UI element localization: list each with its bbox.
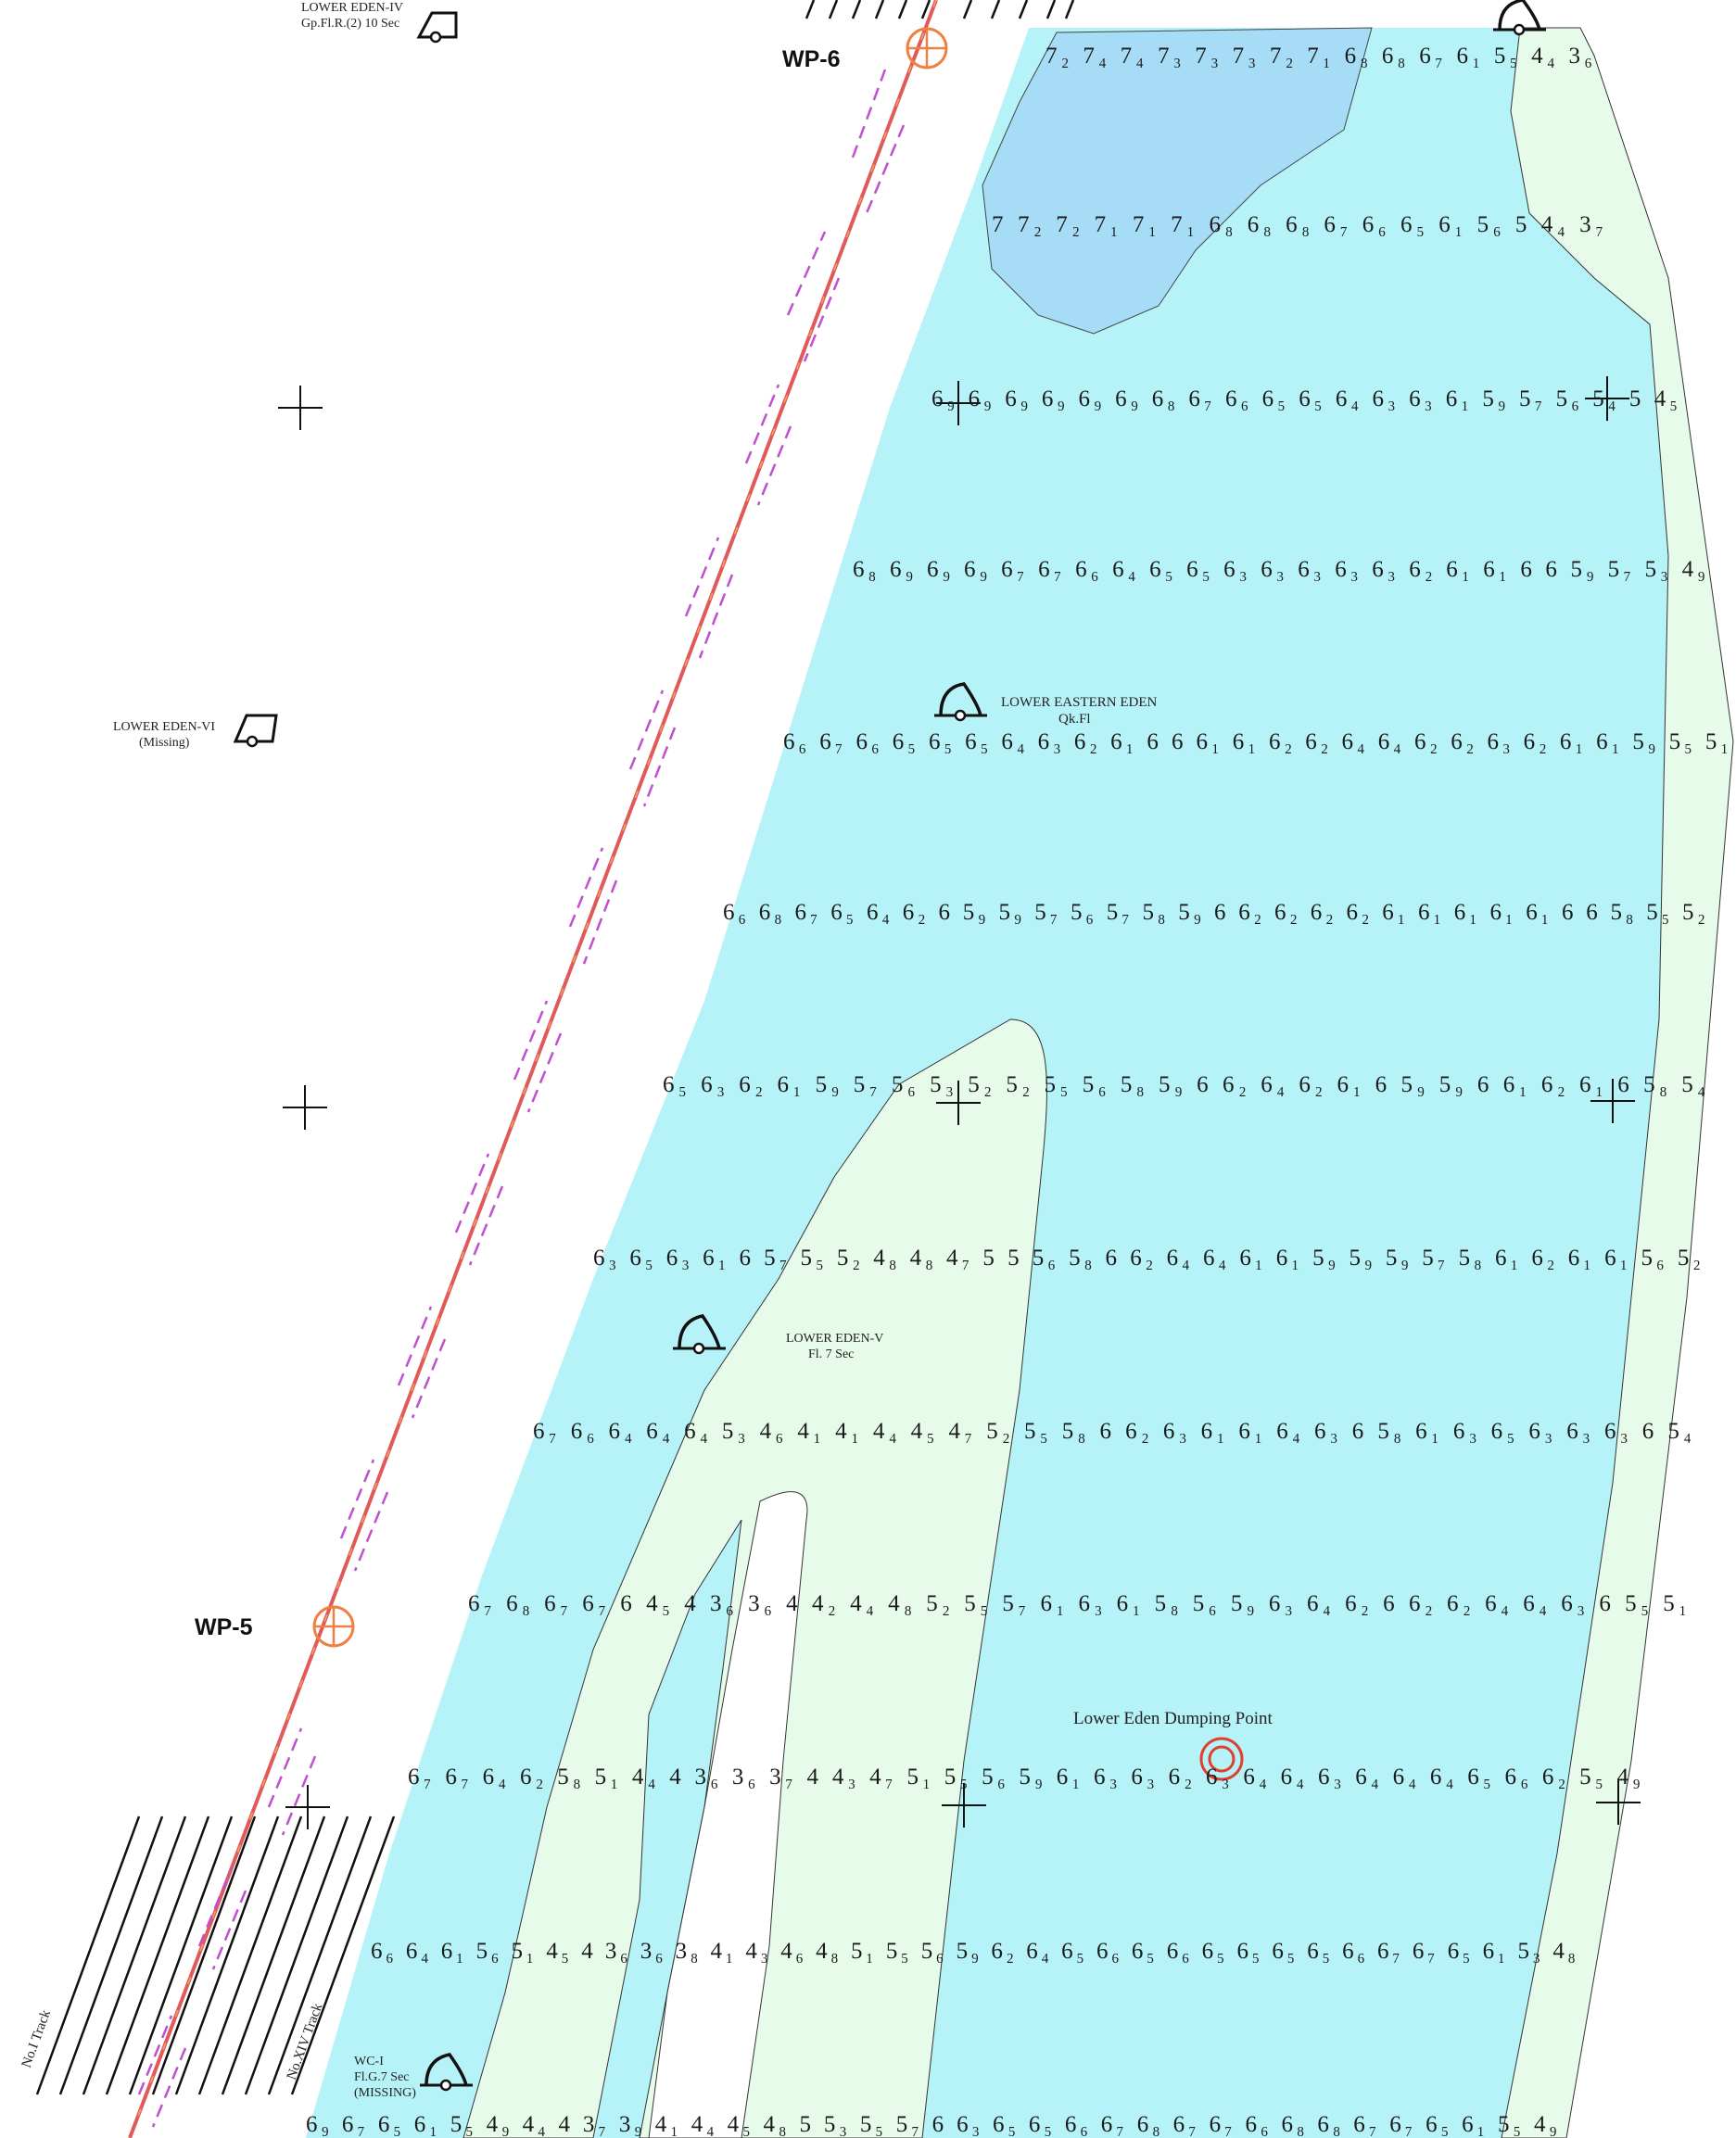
dump-point-icon	[1199, 1737, 1244, 1781]
buoy-light: Gp.Fl.R.(2) 10 Sec	[301, 17, 399, 31]
buoy-light: Qk.Fl	[1058, 712, 1091, 727]
survey-crosses	[278, 376, 1641, 1829]
buoy-name: LOWER EASTERN EDEN	[1001, 695, 1157, 710]
buoy-light: Fl.G.7 Sec	[354, 2070, 410, 2084]
waypoint-label: WP-6	[782, 46, 841, 72]
hatched-top	[805, 0, 1075, 19]
cross-marker	[1596, 1780, 1641, 1825]
track-line	[128, 0, 938, 2138]
bell-buoy-icon	[939, 682, 982, 716]
can-buoy-icon	[233, 714, 278, 743]
sounding-row: 6₉ 6₇ 6₅ 6₁ 5₅ 4₉ 4₄ 4 3₇ 3₉ 4₁ 4₄ 4₅ 4₈…	[306, 2112, 1557, 2137]
sounding-row: 6₇ 6₇ 6₄ 6₂ 5₈ 5₁ 4₄ 4 3₆ 3₆ 3₇ 4 4₃ 4₇ …	[408, 1765, 1641, 1790]
hatched-area	[35, 1815, 396, 2095]
bell-buoy-icon	[424, 2053, 468, 2086]
buoy-status: (Missing)	[139, 736, 190, 750]
buoy-status: (MISSING)	[354, 2086, 416, 2100]
buoy-name: LOWER EDEN-VI	[113, 720, 215, 734]
buoy-lower-eden-vi[interactable]: LOWER EDEN-VI (Missing)	[113, 714, 278, 750]
buoy-light: Fl. 7 Sec	[808, 1347, 854, 1361]
buoy-top-right[interactable]	[1493, 0, 1546, 36]
deep-water-area	[982, 27, 1373, 335]
sounding-row: 6₈ 6₉ 6₉ 6₉ 6₇ 6₇ 6₆ 6₄ 6₅ 6₅ 6₃ 6₃ 6₃ 6…	[853, 557, 1705, 582]
sounding-row: 6₉ 6₉ 6₉ 6₉ 6₉ 6₉ 6₈ 6₇ 6₆ 6₅ 6₅ 6₄ 6₃ 6…	[931, 386, 1678, 411]
cross-marker	[1590, 1079, 1635, 1123]
buoy-lower-eden-iv[interactable]: LOWER EDEN-IV Gp.Fl.R.(2) 10 Sec	[301, 1, 458, 44]
cross-marker	[936, 381, 981, 425]
sounding-row: 6₃ 6₅ 6₃ 6₁ 6 5₇ 5₅ 5₂ 4₈ 4₈ 4₇ 5 5 5₆ 5…	[593, 1246, 1701, 1271]
track-arrows	[137, 69, 906, 2128]
cross-marker	[942, 1783, 986, 1828]
sounding-row: 6₆ 6₈ 6₇ 6₅ 6₄ 6₂ 6 5₉ 5₉ 5₇ 5₆ 5₇ 5₈ 5₉…	[723, 900, 1705, 925]
buoy-lower-eden-v[interactable]: LOWER EDEN-V Fl. 7 Sec	[673, 1314, 883, 1361]
bell-buoy-icon	[1498, 0, 1541, 31]
buoy-name: WC-I	[354, 2055, 384, 2068]
shoal-area-east	[1501, 27, 1734, 2138]
water-areas	[306, 27, 1734, 2138]
cross-marker	[283, 1085, 327, 1130]
waypoint-wp6[interactable]: WP-6	[782, 27, 948, 72]
buoy-lower-eastern-eden[interactable]: LOWER EASTERN EDEN Qk.Fl	[934, 682, 1157, 727]
cross-marker	[285, 1785, 330, 1829]
cross-marker	[1585, 376, 1629, 421]
bell-buoy-icon	[678, 1314, 721, 1349]
cross-marker	[936, 1081, 981, 1125]
waypoint-wp5[interactable]: WP-5	[195, 1605, 355, 1648]
sounding-row: 6₆ 6₄ 6₁ 5₆ 5₁ 4₅ 4 3₆ 3₆ 3₈ 4₁ 4₃ 4₆ 4₈…	[371, 1939, 1576, 1964]
buoy-name: LOWER EDEN-V	[786, 1332, 883, 1346]
waypoint-label: WP-5	[195, 1614, 253, 1640]
buoy-name: LOWER EDEN-IV	[301, 1, 403, 15]
can-buoy-icon	[416, 11, 458, 39]
dump-point-label: Lower Eden Dumping Point	[1073, 1709, 1273, 1728]
cross-marker	[278, 386, 323, 430]
dump-point[interactable]: Lower Eden Dumping Point	[1073, 1709, 1273, 1781]
track-label-noxiv: No.XIV Track	[285, 2001, 326, 2081]
shoal-area-west	[648, 1491, 808, 2138]
buoy-wc-i[interactable]: WC-I Fl.G.7 Sec (MISSING)	[354, 2053, 473, 2100]
